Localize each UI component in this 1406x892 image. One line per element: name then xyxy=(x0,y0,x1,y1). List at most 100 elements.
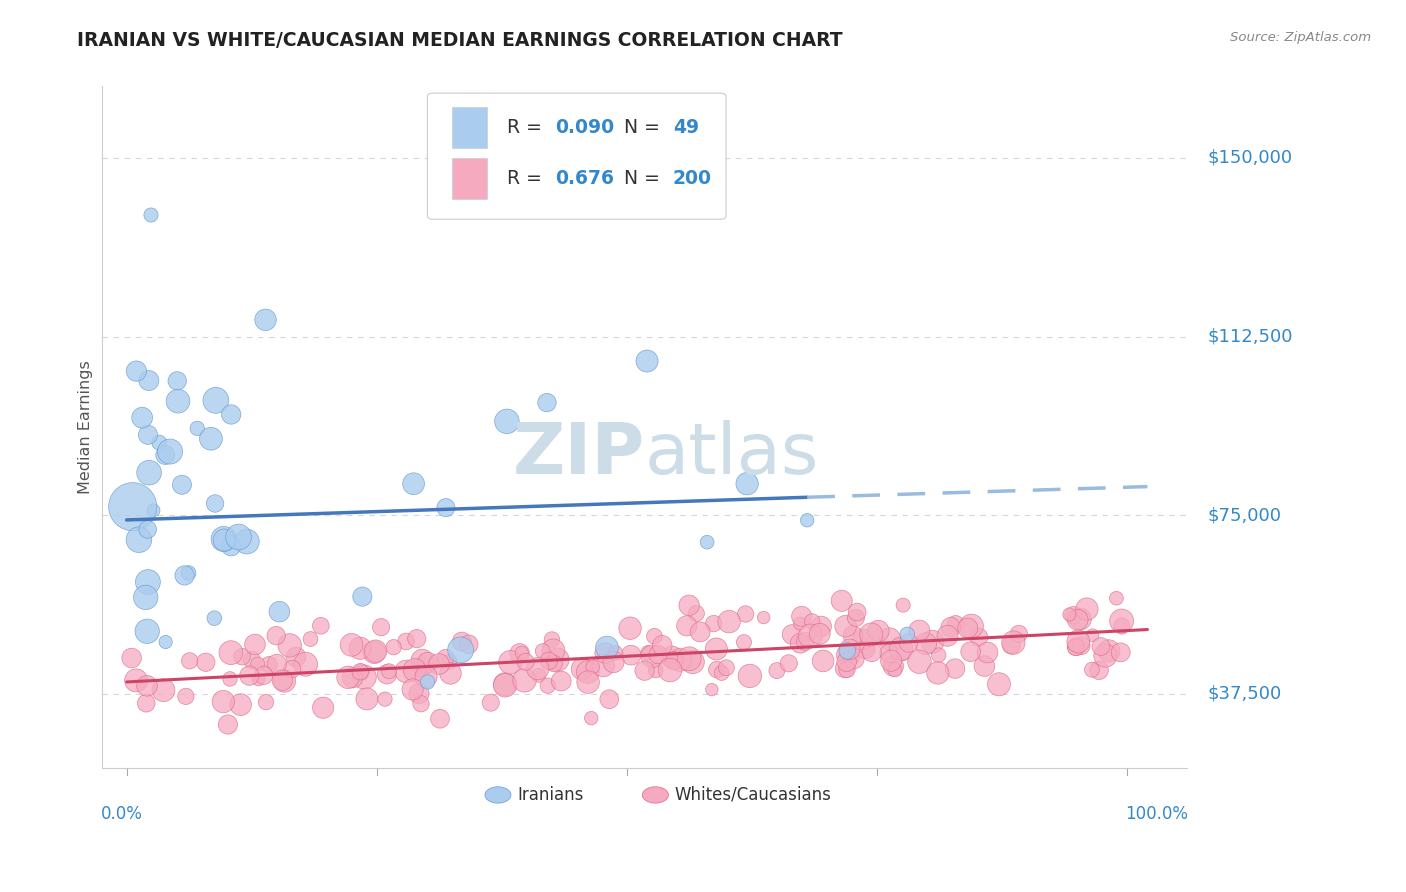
Point xyxy=(939,620,962,634)
Point xyxy=(536,395,558,409)
Point xyxy=(637,646,659,660)
Point xyxy=(142,503,165,517)
Point xyxy=(1008,627,1031,641)
Point xyxy=(703,616,725,631)
Point xyxy=(395,665,418,679)
Point xyxy=(896,627,918,641)
Text: Iranians: Iranians xyxy=(517,786,583,804)
Point xyxy=(411,660,433,674)
Point xyxy=(1111,614,1133,628)
Point xyxy=(167,394,190,409)
Point xyxy=(801,615,824,629)
Point xyxy=(125,364,148,378)
Point xyxy=(281,662,304,676)
Point xyxy=(427,657,450,671)
Point xyxy=(831,594,853,608)
Point xyxy=(1081,663,1104,677)
Point xyxy=(494,678,516,692)
Point xyxy=(450,643,472,657)
Point xyxy=(186,421,208,435)
Point xyxy=(860,645,883,659)
Point xyxy=(200,432,222,446)
Point xyxy=(404,663,426,677)
Point xyxy=(956,621,979,635)
Point xyxy=(202,611,225,625)
Point xyxy=(689,624,711,639)
Point xyxy=(450,634,472,648)
Point xyxy=(243,638,266,652)
Point xyxy=(1070,639,1092,653)
Point xyxy=(778,657,800,671)
Point xyxy=(515,655,537,669)
Point xyxy=(336,670,359,684)
Point xyxy=(582,660,605,674)
Point xyxy=(1081,628,1104,642)
Text: 0.090: 0.090 xyxy=(555,118,614,136)
Point xyxy=(734,607,756,621)
Point xyxy=(678,652,700,666)
Point xyxy=(1000,638,1022,652)
Text: Source: ZipAtlas.com: Source: ZipAtlas.com xyxy=(1230,31,1371,45)
FancyBboxPatch shape xyxy=(453,107,486,148)
Point xyxy=(835,655,858,669)
Point xyxy=(1067,634,1090,648)
Point xyxy=(264,629,287,643)
Point xyxy=(405,632,427,646)
Point xyxy=(550,674,572,689)
Point xyxy=(988,677,1011,691)
Point xyxy=(136,679,159,693)
Point xyxy=(733,635,755,649)
Point xyxy=(908,624,931,638)
Point xyxy=(735,476,758,491)
Point xyxy=(766,664,789,678)
Point xyxy=(605,646,627,660)
Point xyxy=(834,619,856,633)
Point xyxy=(675,619,697,633)
FancyBboxPatch shape xyxy=(427,93,725,219)
Point xyxy=(581,711,603,725)
Point xyxy=(527,662,550,676)
Point xyxy=(1094,648,1116,663)
Point xyxy=(496,414,519,428)
Point xyxy=(641,649,664,664)
Point xyxy=(959,645,981,659)
Point xyxy=(136,427,159,442)
Point xyxy=(253,668,276,682)
Point xyxy=(219,646,242,660)
Point xyxy=(967,630,990,644)
Point xyxy=(499,655,522,669)
Point xyxy=(636,354,658,368)
Point xyxy=(340,638,363,652)
Text: 100.0%: 100.0% xyxy=(1126,805,1188,823)
Point xyxy=(128,533,150,547)
Point xyxy=(219,672,242,686)
Text: R =: R = xyxy=(506,118,547,136)
FancyBboxPatch shape xyxy=(453,158,486,199)
Point xyxy=(531,644,554,658)
Text: Whites/Caucasians: Whites/Caucasians xyxy=(675,786,832,804)
Point xyxy=(647,648,669,662)
Text: $37,500: $37,500 xyxy=(1206,685,1281,703)
Point xyxy=(231,649,253,664)
Point xyxy=(576,675,599,690)
Point xyxy=(661,650,683,665)
Point xyxy=(246,657,269,671)
Point xyxy=(716,661,738,675)
Point xyxy=(659,663,682,677)
Point xyxy=(893,646,915,660)
Point xyxy=(834,661,856,675)
Point xyxy=(976,645,998,659)
Point xyxy=(943,662,966,676)
Point xyxy=(138,374,160,388)
Point xyxy=(960,619,983,633)
Point xyxy=(159,444,181,458)
Point xyxy=(662,654,685,668)
Point xyxy=(882,659,904,673)
Point xyxy=(247,673,270,687)
Point xyxy=(513,673,536,688)
Point xyxy=(936,629,959,643)
Point xyxy=(121,651,143,665)
Point xyxy=(794,634,817,648)
Point xyxy=(1098,644,1121,658)
Point xyxy=(205,393,228,408)
